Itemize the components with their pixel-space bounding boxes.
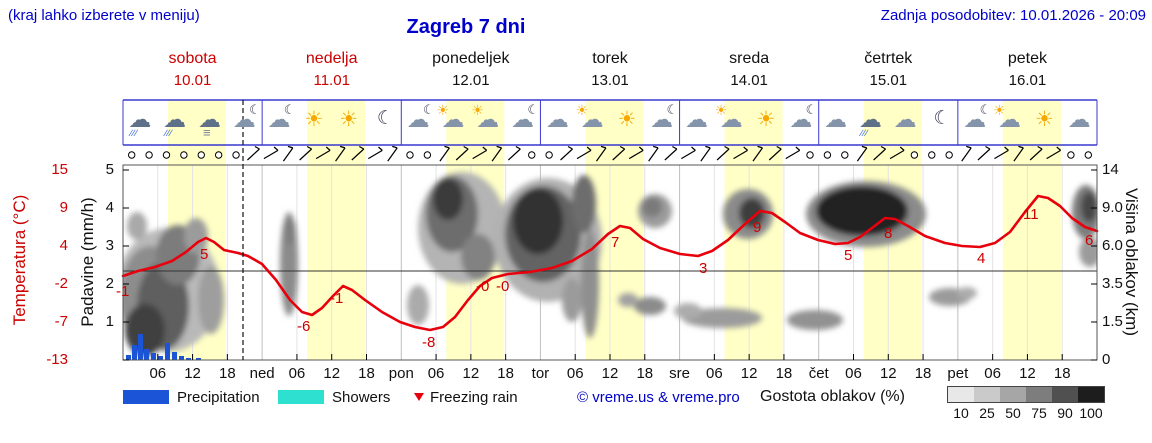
- calm-wind-icon: [928, 151, 936, 159]
- calm-wind-icon: [823, 151, 832, 159]
- wind-barb-icon: [439, 145, 450, 162]
- showers-swatch: [278, 390, 324, 404]
- wind-barb-icon: [263, 146, 279, 160]
- calm-wind-icon: [145, 151, 153, 159]
- calm-wind-icon: [423, 151, 432, 159]
- calm-wind-icon: [197, 151, 205, 159]
- wind-barb-icon: [351, 145, 365, 161]
- calm-wind-icon: [945, 151, 953, 159]
- wind-symbols: [127, 145, 1093, 162]
- wind-barb-icon: [733, 146, 748, 160]
- wind-barb-icon: [889, 146, 905, 160]
- wind-barb-icon: [856, 145, 868, 162]
- calm-wind-icon: [406, 151, 414, 159]
- wind-barb-icon: [681, 146, 696, 160]
- wind-barb-icon: [768, 145, 782, 161]
- wind-barb-icon: [785, 146, 801, 160]
- wind-barb-icon: [560, 145, 573, 161]
- calm-wind-icon: [806, 151, 814, 159]
- calm-wind-icon: [162, 151, 171, 159]
- wind-barb-icon: [1029, 145, 1043, 161]
- wind-barb-icon: [491, 145, 503, 162]
- wind-barb-icon: [1046, 146, 1062, 160]
- wind-barb-icon: [335, 145, 346, 162]
- menu-hint: (kraj lahko izberete v meniju): [8, 7, 200, 24]
- calm-wind-icon: [910, 151, 919, 159]
- page-title: Zagreb 7 dni: [406, 16, 526, 38]
- wind-barb-icon: [994, 146, 1009, 160]
- cloud-density-label: Gostota oblakov (%): [760, 388, 905, 405]
- calm-wind-icon: [232, 151, 240, 159]
- wind-barb-icon: [648, 145, 659, 162]
- freezing-rain-icon: [414, 393, 424, 401]
- calm-wind-icon: [180, 151, 188, 159]
- wind-barb-icon: [472, 146, 488, 160]
- precipitation-bars: [126, 334, 201, 360]
- wind-barb-icon: [752, 145, 763, 162]
- wind-barb-icon: [247, 145, 260, 161]
- cloud-density-scale: [947, 386, 1105, 403]
- wind-barb-icon: [315, 146, 331, 160]
- freezing-rain-label: Freezing rain: [430, 389, 518, 406]
- wind-barb-icon: [455, 145, 469, 161]
- calm-wind-icon: [528, 151, 536, 159]
- wind-barb-icon: [977, 145, 991, 161]
- calm-wind-icon: [1084, 151, 1093, 159]
- wind-barb-icon: [595, 145, 607, 162]
- wind-barb-icon: [299, 145, 313, 161]
- wind-barb-icon: [664, 145, 678, 161]
- last-updated: Zadnja posodobitev: 10.01.2026 - 20:09: [880, 7, 1146, 24]
- calm-wind-icon: [841, 151, 849, 159]
- wind-barb-icon: [716, 145, 730, 161]
- showers-label: Showers: [332, 389, 391, 406]
- wind-barb-icon: [873, 145, 886, 161]
- wind-barb-icon: [628, 146, 644, 160]
- wind-barb-icon: [507, 145, 521, 161]
- wind-barb-icon: [576, 146, 592, 160]
- wind-barb-icon: [612, 145, 626, 161]
- precipitation-label: Precipitation: [177, 389, 260, 406]
- precipitation-swatch: [123, 390, 169, 404]
- calm-wind-icon: [214, 151, 223, 159]
- calm-wind-icon: [127, 151, 136, 159]
- calm-wind-icon: [545, 151, 553, 159]
- wind-barb-icon: [1013, 145, 1024, 162]
- icon-band-frame: [122, 99, 1098, 146]
- calm-wind-icon: [1067, 151, 1075, 159]
- copyright-link[interactable]: © vreme.us & vreme.pro: [577, 389, 740, 406]
- wind-barb-icon: [367, 146, 383, 160]
- wind-barb-icon: [961, 145, 972, 162]
- temperature-curve: [121, 194, 1099, 332]
- wind-barb-icon: [387, 145, 398, 162]
- wind-barb-icon: [700, 145, 711, 162]
- wind-barb-icon: [282, 145, 294, 162]
